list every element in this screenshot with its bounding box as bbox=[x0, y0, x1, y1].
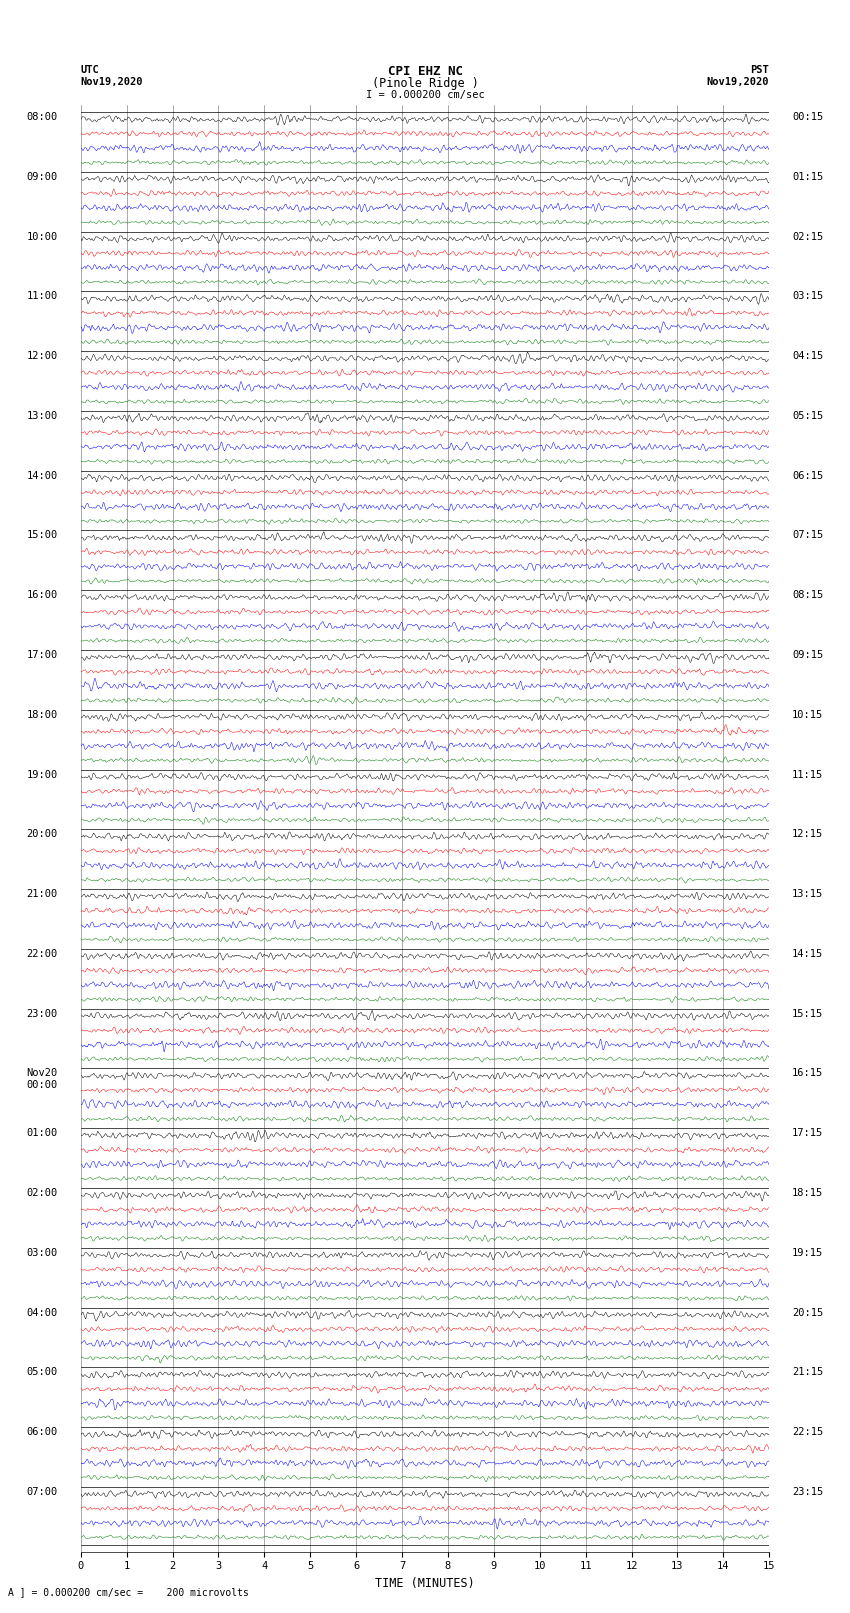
Text: 23:00: 23:00 bbox=[26, 1008, 58, 1019]
Text: 14:15: 14:15 bbox=[792, 948, 824, 958]
Text: 19:00: 19:00 bbox=[26, 769, 58, 779]
Text: 15:15: 15:15 bbox=[792, 1008, 824, 1019]
Text: 18:15: 18:15 bbox=[792, 1189, 824, 1198]
Text: 08:00: 08:00 bbox=[26, 111, 58, 123]
Text: 04:15: 04:15 bbox=[792, 352, 824, 361]
Text: PST: PST bbox=[751, 65, 769, 74]
Text: 12:00: 12:00 bbox=[26, 352, 58, 361]
Text: 08:15: 08:15 bbox=[792, 590, 824, 600]
Text: 02:15: 02:15 bbox=[792, 232, 824, 242]
Text: 09:15: 09:15 bbox=[792, 650, 824, 660]
Text: 20:15: 20:15 bbox=[792, 1308, 824, 1318]
Text: Nov20
00:00: Nov20 00:00 bbox=[26, 1068, 58, 1090]
Text: 01:00: 01:00 bbox=[26, 1127, 58, 1139]
Text: 03:00: 03:00 bbox=[26, 1248, 58, 1258]
Text: 17:15: 17:15 bbox=[792, 1127, 824, 1139]
Text: 17:00: 17:00 bbox=[26, 650, 58, 660]
Text: 06:00: 06:00 bbox=[26, 1428, 58, 1437]
Text: 07:00: 07:00 bbox=[26, 1487, 58, 1497]
Text: 04:00: 04:00 bbox=[26, 1308, 58, 1318]
Text: 16:15: 16:15 bbox=[792, 1068, 824, 1079]
Text: Nov19,2020: Nov19,2020 bbox=[706, 77, 769, 87]
Text: 05:00: 05:00 bbox=[26, 1368, 58, 1378]
Text: 21:15: 21:15 bbox=[792, 1368, 824, 1378]
Text: UTC: UTC bbox=[81, 65, 99, 74]
Text: 11:00: 11:00 bbox=[26, 292, 58, 302]
Text: 11:15: 11:15 bbox=[792, 769, 824, 779]
Text: 02:00: 02:00 bbox=[26, 1189, 58, 1198]
Text: A ] = 0.000200 cm/sec =    200 microvolts: A ] = 0.000200 cm/sec = 200 microvolts bbox=[8, 1587, 249, 1597]
Text: 20:00: 20:00 bbox=[26, 829, 58, 839]
Text: 13:00: 13:00 bbox=[26, 411, 58, 421]
Text: 10:00: 10:00 bbox=[26, 232, 58, 242]
Text: I = 0.000200 cm/sec: I = 0.000200 cm/sec bbox=[366, 90, 484, 100]
Text: 05:15: 05:15 bbox=[792, 411, 824, 421]
Text: 07:15: 07:15 bbox=[792, 531, 824, 540]
Text: 22:15: 22:15 bbox=[792, 1428, 824, 1437]
Text: 03:15: 03:15 bbox=[792, 292, 824, 302]
Text: 12:15: 12:15 bbox=[792, 829, 824, 839]
Text: 01:15: 01:15 bbox=[792, 173, 824, 182]
Text: 06:15: 06:15 bbox=[792, 471, 824, 481]
Text: 18:00: 18:00 bbox=[26, 710, 58, 719]
Text: Nov19,2020: Nov19,2020 bbox=[81, 77, 144, 87]
Text: 09:00: 09:00 bbox=[26, 173, 58, 182]
Text: (Pinole Ridge ): (Pinole Ridge ) bbox=[371, 77, 479, 90]
Text: 16:00: 16:00 bbox=[26, 590, 58, 600]
Text: 19:15: 19:15 bbox=[792, 1248, 824, 1258]
Text: 15:00: 15:00 bbox=[26, 531, 58, 540]
Text: 00:15: 00:15 bbox=[792, 111, 824, 123]
Text: 21:00: 21:00 bbox=[26, 889, 58, 898]
Text: CPI EHZ NC: CPI EHZ NC bbox=[388, 65, 462, 77]
Text: 22:00: 22:00 bbox=[26, 948, 58, 958]
X-axis label: TIME (MINUTES): TIME (MINUTES) bbox=[375, 1578, 475, 1590]
Text: 10:15: 10:15 bbox=[792, 710, 824, 719]
Text: 23:15: 23:15 bbox=[792, 1487, 824, 1497]
Text: 14:00: 14:00 bbox=[26, 471, 58, 481]
Text: 13:15: 13:15 bbox=[792, 889, 824, 898]
